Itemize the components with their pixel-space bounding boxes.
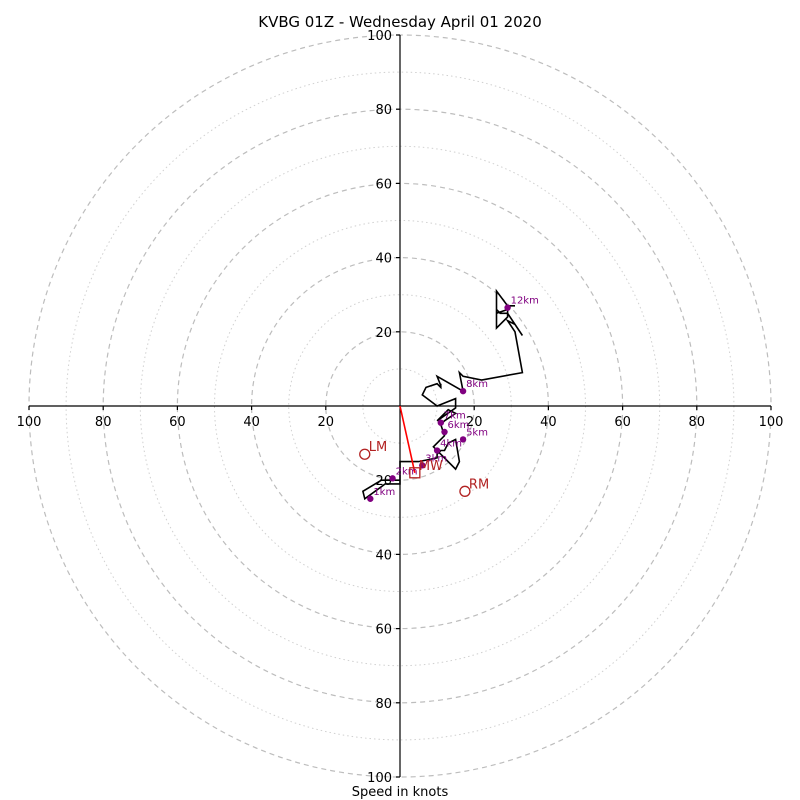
tick-labels: 100 80 60 40 20 20 40 60 80 100 100 80 60 40 20 20 40 60 8… [17,29,784,786]
hodograph-trace [361,288,524,501]
storm-motion-label: MW [419,459,443,474]
height-marker-point [433,447,441,454]
height-marker-point [437,419,445,426]
x-tick-label: 80 [95,415,112,430]
height-marker-label: 3km [425,453,447,464]
x-tick-label: 100 [759,415,784,430]
y-tick-label: 100 [367,29,392,44]
y-tick-label: 60 [375,177,392,192]
shear-vector-line [399,405,416,473]
height-marker-label: 5km [466,427,488,438]
y-tick-label: 80 [375,103,392,118]
storm-motion-square [409,467,421,479]
x-tick-label: 60 [169,415,186,430]
y-tick-label: 20 [375,326,392,341]
height-marker-point [441,428,448,436]
height-marker-label: 2km [396,466,418,477]
x-tick-label: 100 [17,415,42,430]
x-tick-label: 20 [318,415,335,430]
y-tick-label: 80 [375,697,392,712]
y-tick-label: 40 [375,548,392,563]
height-marker-label: 4km [440,439,462,450]
y-tick-label: 100 [367,771,392,786]
height-marker-label: 6km [448,420,470,431]
height-marker-point [459,387,467,395]
height-marker-label: 7km [444,411,466,422]
height-marker-point [389,475,396,482]
storm-motion-label: RM [469,477,489,492]
height-marker-point [419,462,426,469]
height-marker-point [459,436,467,443]
storm-motion-circle [459,485,471,497]
storm-motion-label: LM [369,440,387,455]
y-tick-label: 40 [375,252,392,267]
x-tick-label: 40 [243,415,260,430]
chart-title: KVBG 01Z - Wednesday April 01 2020 [258,13,542,31]
storm-motion-markers: LM RM MW [359,440,489,497]
height-marker-point [504,304,511,311]
x-tick-label: 40 [540,415,557,430]
x-tick-label: 80 [689,415,706,430]
shear-vector [399,405,416,473]
y-tick-label: 60 [375,623,392,638]
height-marker-point [367,495,374,502]
hodograph-line [361,288,524,501]
height-marker-label: 1km [373,487,395,498]
height-marker-label: 8km [466,379,488,390]
y-tick-label: 20 [375,474,392,489]
x-axis-label: Speed in knots [352,785,449,800]
x-tick-label: 20 [466,415,483,430]
height-marker-label: 12km [511,296,539,307]
x-tick-label: 60 [614,415,631,430]
storm-motion-circle [359,448,371,460]
